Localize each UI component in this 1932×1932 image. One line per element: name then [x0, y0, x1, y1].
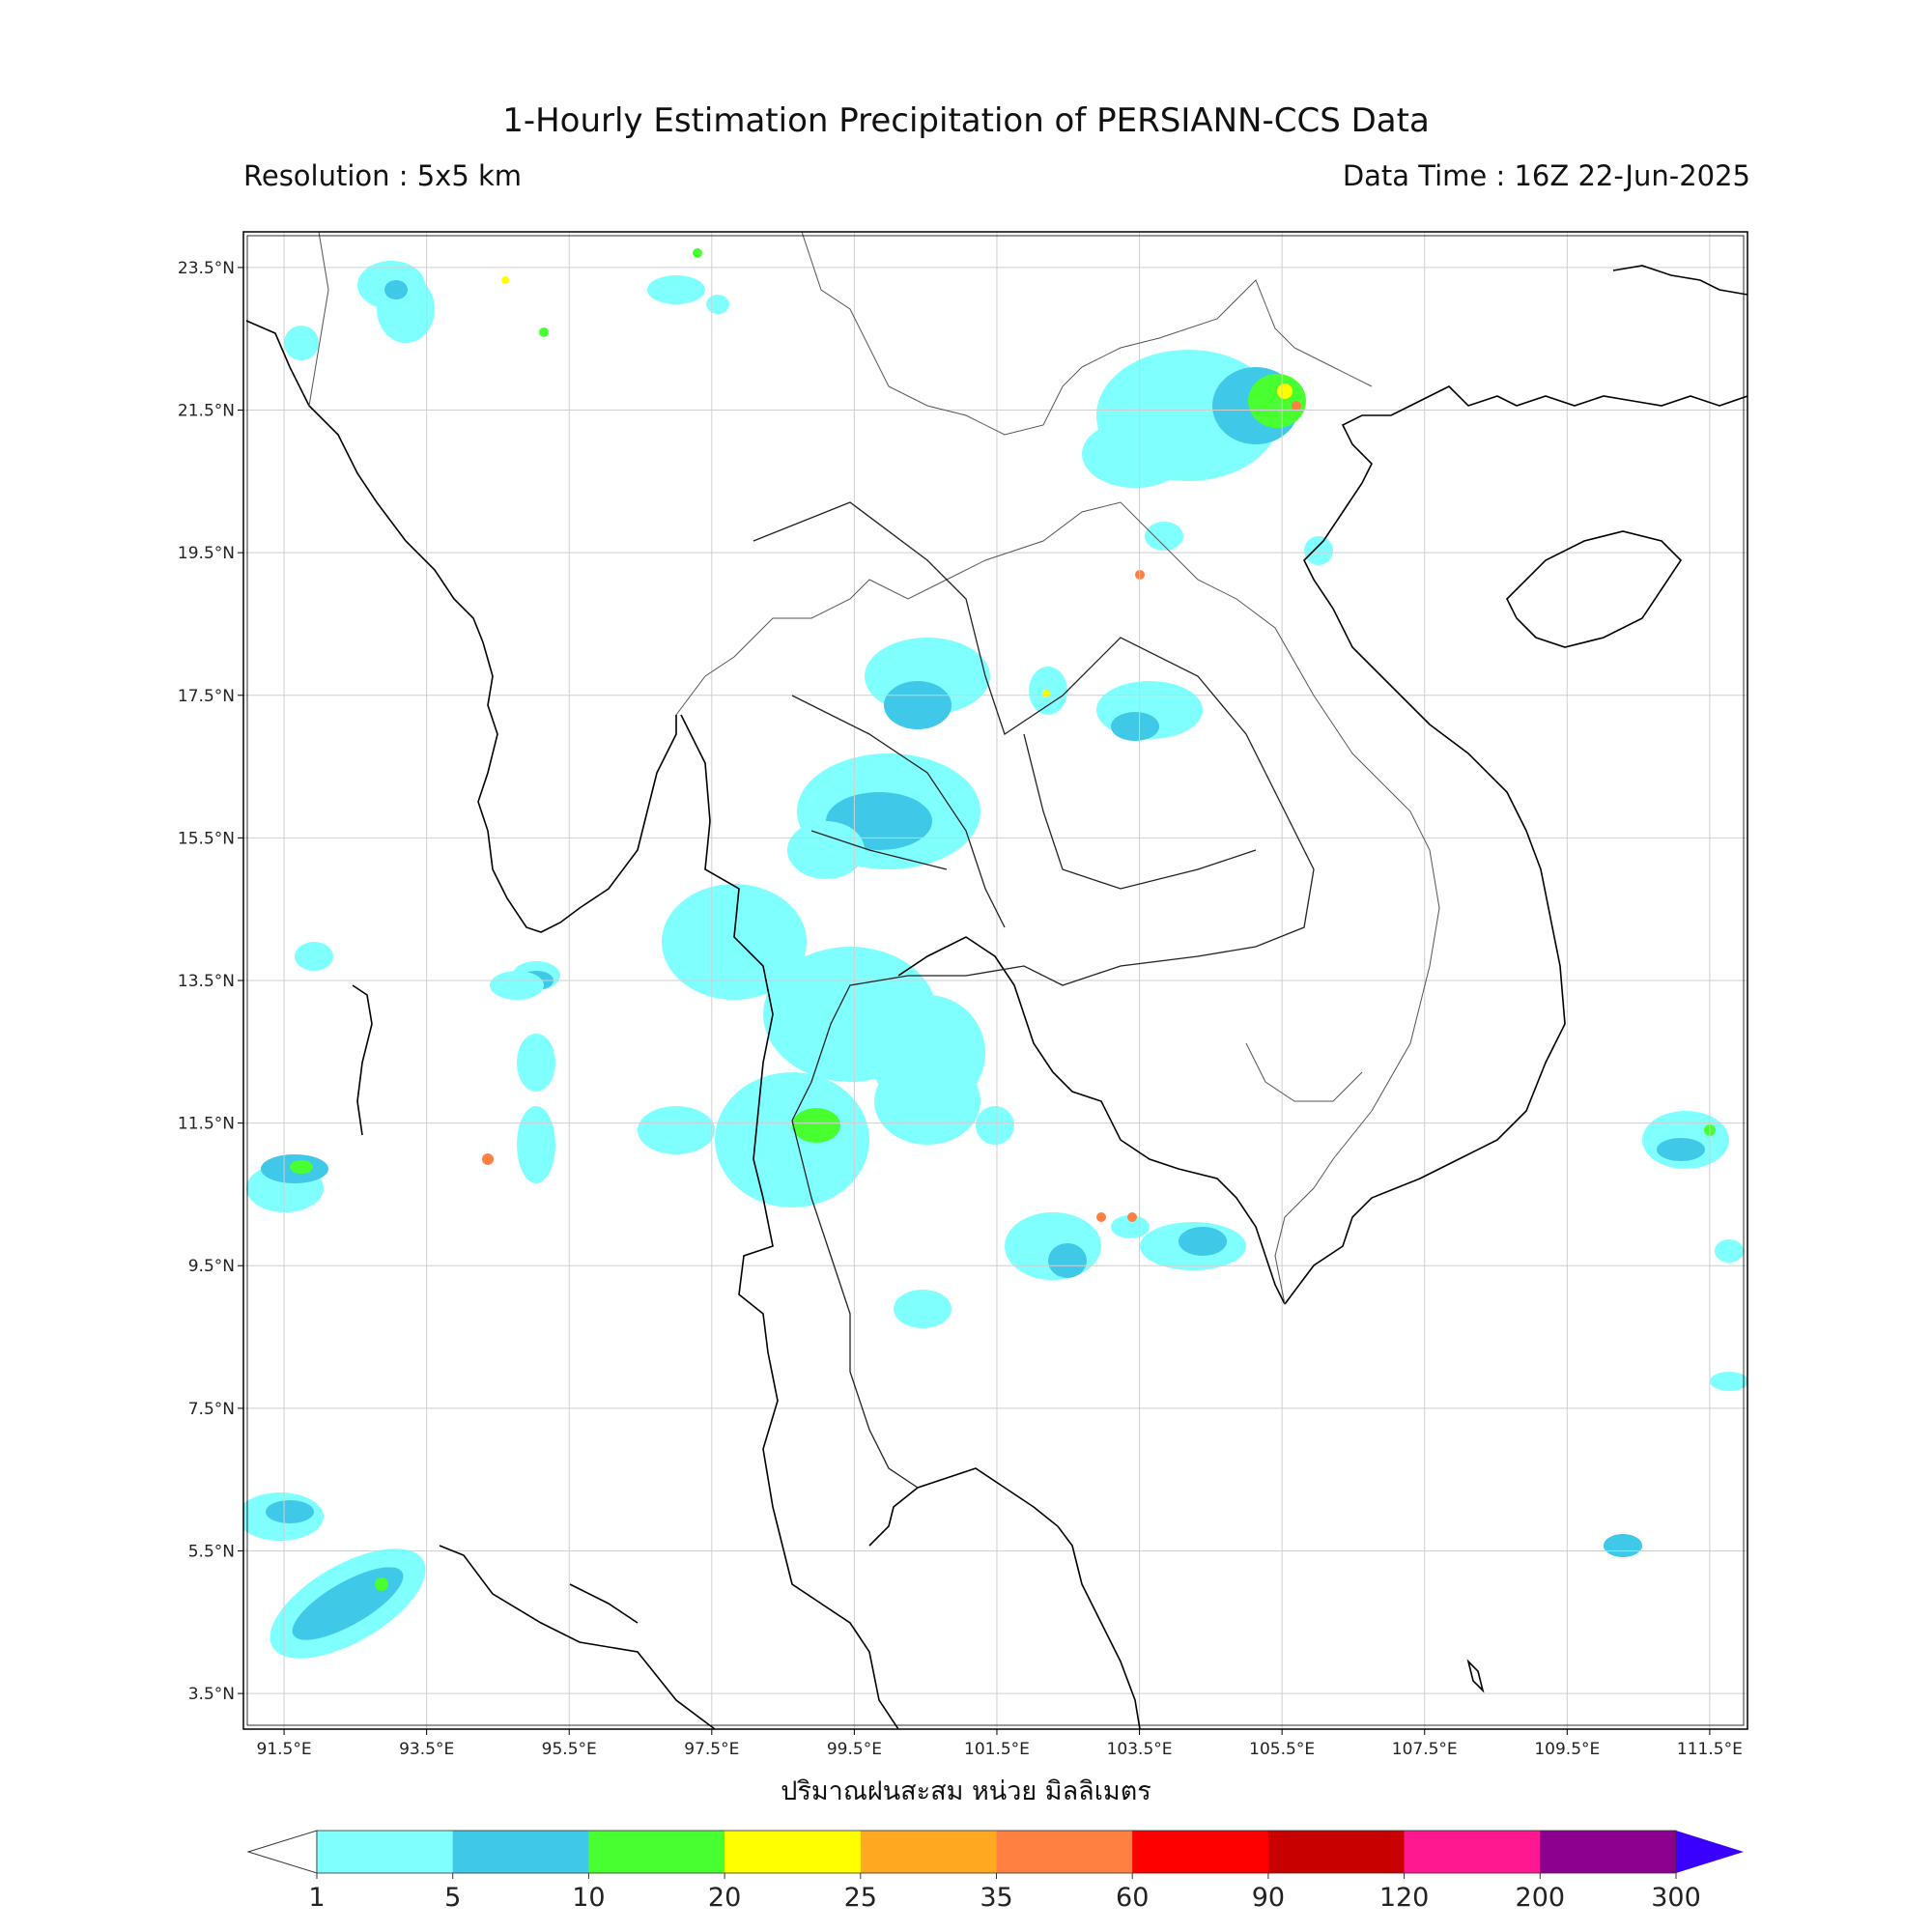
rain-area	[662, 884, 807, 1000]
lat-tick-label: 11.5°N	[178, 1115, 235, 1134]
rain-area	[787, 821, 865, 879]
rain-area	[1082, 420, 1188, 488]
lon-tick-label: 103.5°E	[1107, 1740, 1173, 1759]
rain-area	[706, 295, 729, 314]
rain-area	[517, 1106, 555, 1183]
rain-area	[1292, 401, 1301, 411]
lon-tick-label: 93.5°E	[399, 1740, 454, 1759]
colorbar-label: ปริมาณฝนสะสม หน่วย มิลลิเมตร	[781, 1776, 1151, 1806]
resolution-label: Resolution : 5x5 km	[243, 159, 523, 192]
lon-tick-label: 109.5°E	[1534, 1740, 1600, 1759]
lon-tick-label: 107.5°E	[1392, 1740, 1458, 1759]
rain-area	[1304, 536, 1333, 565]
rain-area	[1604, 1534, 1642, 1557]
rain-area	[647, 275, 705, 304]
longitude-labels: 91.5°E 93.5°E 95.5°E 97.5°E 99.5°E 101.5°E 103…	[257, 1729, 1743, 1759]
rain-area	[638, 1106, 715, 1154]
rain-area	[1111, 712, 1159, 741]
rain-area	[482, 1153, 494, 1165]
rain-area	[792, 1108, 840, 1143]
rain-area	[284, 326, 319, 360]
lon-tick-label: 97.5°E	[684, 1740, 739, 1759]
chart-title: 1-Hourly Estimation Precipitation of PER…	[502, 101, 1430, 140]
rain-area	[490, 971, 544, 1000]
rain-area	[290, 1160, 313, 1174]
lon-tick-label: 99.5°E	[827, 1740, 882, 1759]
map-gridlines	[243, 232, 1747, 1729]
lat-tick-label: 19.5°N	[178, 544, 235, 563]
country-borders	[308, 232, 1440, 1305]
rain-area	[517, 1034, 555, 1092]
rain-area	[501, 276, 509, 284]
lat-tick-label: 7.5°N	[188, 1400, 235, 1419]
coastlines	[245, 265, 1747, 1729]
rain-area	[1710, 1372, 1747, 1391]
lat-tick-label: 15.5°N	[178, 829, 235, 848]
rain-area	[539, 327, 549, 337]
rain-area	[874, 1058, 980, 1145]
rain-area	[884, 681, 952, 729]
rain-area	[1179, 1227, 1227, 1256]
data-time-label: Data Time : 16Z 22-Jun-2025	[1342, 159, 1750, 192]
lat-tick-label: 3.5°N	[188, 1685, 235, 1704]
rain-area	[1248, 374, 1306, 428]
rain-area	[1657, 1138, 1705, 1161]
latitude-labels: 23.5°N 21.5°N 19.5°N 17.5°N 15.5°N 13.5°N 11.5…	[178, 259, 243, 1704]
rain-area	[1715, 1239, 1744, 1263]
lat-tick-label: 17.5°N	[178, 687, 235, 706]
rain-area	[266, 1500, 314, 1523]
rain-area	[295, 942, 333, 971]
lat-tick-label: 9.5°N	[188, 1257, 235, 1276]
rain-layer	[243, 248, 1747, 1659]
lat-tick-label: 5.5°N	[188, 1542, 235, 1561]
rain-area	[976, 1106, 1014, 1145]
lon-tick-label: 101.5°E	[964, 1740, 1030, 1759]
lon-tick-label: 105.5°E	[1249, 1740, 1315, 1759]
rain-area	[1096, 1212, 1106, 1222]
lon-tick-label: 111.5°E	[1677, 1740, 1743, 1759]
rain-area	[894, 1290, 952, 1328]
rain-area	[693, 248, 702, 258]
province-borders	[753, 501, 1315, 1489]
rain-area	[715, 1072, 869, 1208]
rain-area	[384, 280, 408, 299]
rain-area	[375, 1577, 388, 1591]
lon-tick-label: 91.5°E	[257, 1740, 312, 1759]
rain-area	[1042, 690, 1050, 697]
rain-area	[1145, 522, 1183, 551]
rain-area	[1277, 384, 1293, 399]
lat-tick-label: 21.5°N	[178, 402, 235, 421]
lon-tick-label: 95.5°E	[542, 1740, 597, 1759]
lat-tick-label: 23.5°N	[178, 259, 235, 278]
rain-area	[1048, 1243, 1087, 1278]
rain-area	[1127, 1212, 1137, 1222]
lat-tick-label: 13.5°N	[178, 972, 235, 991]
